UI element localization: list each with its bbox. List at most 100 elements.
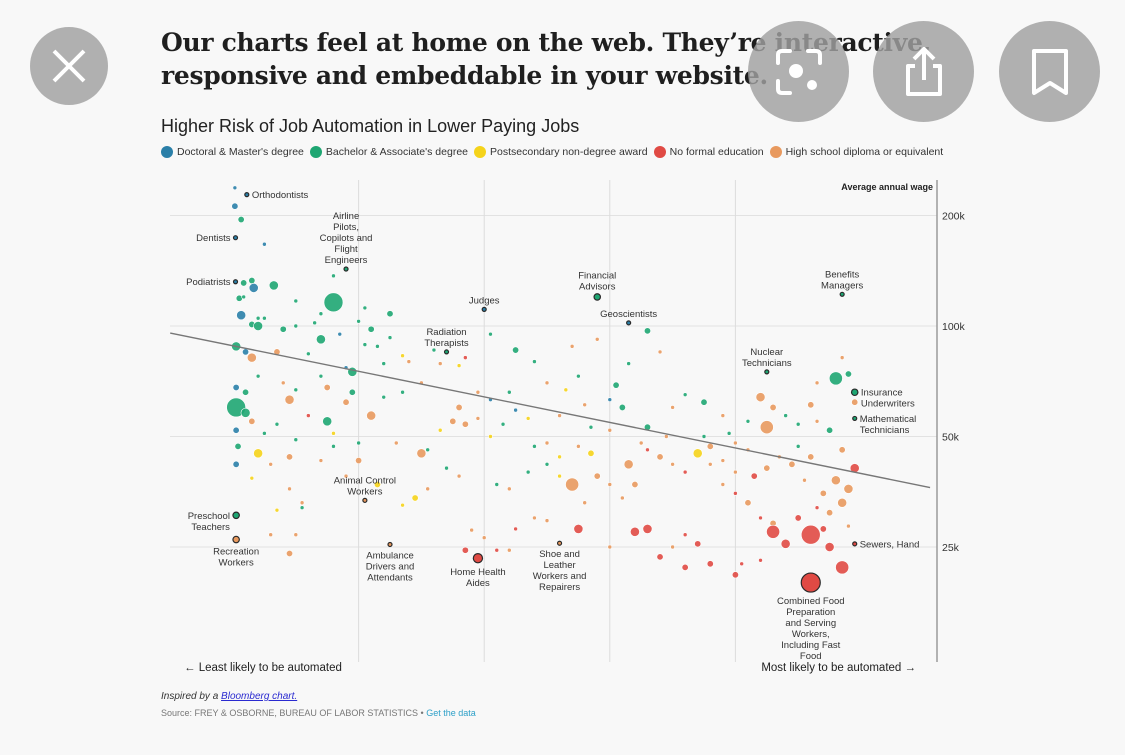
lens-button[interactable] [748,21,849,122]
data-point[interactable] [513,407,518,413]
data-point[interactable] [481,535,487,541]
data-point[interactable] [830,475,841,486]
labeled-point[interactable] [800,572,821,593]
data-point[interactable] [231,202,239,210]
data-point[interactable] [755,392,766,403]
data-point[interactable] [293,437,299,443]
data-point[interactable] [763,464,771,472]
data-point[interactable] [807,453,815,461]
data-point[interactable] [331,444,336,449]
data-point[interactable] [707,461,713,467]
data-point[interactable] [347,366,358,377]
data-point[interactable] [287,486,292,492]
data-point[interactable] [569,344,575,349]
data-point[interactable] [670,544,675,550]
data-point[interactable] [268,461,273,467]
data-point[interactable] [507,547,512,553]
data-point[interactable] [262,315,267,321]
data-point[interactable] [437,361,443,366]
data-point[interactable] [593,472,601,480]
close-button[interactable] [30,27,108,105]
data-point[interactable] [331,431,336,436]
data-point[interactable] [788,460,796,468]
data-point[interactable] [355,457,363,465]
data-point[interactable] [312,320,317,326]
data-point[interactable] [576,444,581,449]
data-point[interactable] [299,505,305,510]
labeled-point[interactable] [232,235,239,241]
data-point[interactable] [494,482,500,487]
data-point[interactable] [846,523,851,529]
data-point[interactable] [626,361,631,366]
data-point[interactable] [393,440,399,446]
data-point[interactable] [573,524,584,534]
data-point[interactable] [318,373,324,379]
legend-item-hs[interactable]: High school diploma or equivalent [769,146,943,158]
data-point[interactable] [623,459,634,470]
data-point[interactable] [367,325,375,333]
data-point[interactable] [720,482,726,487]
data-point[interactable] [720,413,726,418]
labeled-point[interactable] [362,497,368,503]
data-point[interactable] [826,509,834,517]
data-point[interactable] [286,453,294,461]
data-point[interactable] [437,427,443,433]
data-point[interactable] [607,482,613,487]
data-point[interactable] [800,524,821,545]
data-point[interactable] [819,525,827,533]
data-point[interactable] [461,420,469,428]
data-point[interactable] [318,458,324,463]
data-point[interactable] [494,547,500,553]
data-point[interactable] [455,403,463,411]
data-point[interactable] [525,469,531,475]
data-point[interactable] [306,413,311,418]
data-point[interactable] [386,310,394,318]
data-point[interactable] [612,381,620,389]
data-point[interactable] [232,383,240,391]
data-point[interactable] [246,352,257,363]
data-point[interactable] [794,514,802,522]
data-point[interactable] [323,383,331,391]
data-point[interactable] [488,434,493,439]
data-point[interactable] [274,507,280,513]
labeled-point[interactable] [852,415,858,422]
data-point[interactable] [456,473,462,479]
data-point[interactable] [839,355,845,360]
data-point[interactable] [232,460,240,468]
labeled-point[interactable] [852,541,858,547]
data-point[interactable] [236,310,247,321]
data-point[interactable] [607,544,613,550]
data-point[interactable] [838,446,846,454]
data-point[interactable] [828,371,843,386]
data-point[interactable] [532,444,537,449]
data-point[interactable] [406,359,412,364]
data-point[interactable] [835,560,850,575]
data-point[interactable] [638,440,644,446]
data-point[interactable] [416,448,427,459]
data-point[interactable] [299,500,305,506]
data-point[interactable] [557,413,562,418]
data-point[interactable] [400,353,405,359]
data-point[interactable] [582,500,587,506]
data-point[interactable] [240,279,248,287]
data-point[interactable] [373,481,381,489]
data-point[interactable] [331,273,336,279]
labeled-point[interactable] [764,369,770,375]
data-point[interactable] [670,405,675,410]
data-point[interactable] [588,424,594,430]
data-point[interactable] [739,561,744,567]
data-point[interactable] [544,440,550,446]
data-point[interactable] [694,540,702,548]
labeled-point[interactable] [850,388,859,397]
data-point[interactable] [544,380,550,386]
data-point[interactable] [268,280,279,291]
bookmark-button[interactable] [999,21,1100,122]
data-point[interactable] [488,331,493,337]
data-point[interactable] [366,410,377,421]
legend-item-doc[interactable]: Doctoral & Master's degree [161,146,304,158]
labeled-point[interactable] [839,291,845,297]
get-the-data-link[interactable]: Get the data [426,708,476,718]
data-point[interactable] [681,563,689,571]
data-point[interactable] [293,387,299,393]
data-point[interactable] [293,323,299,329]
